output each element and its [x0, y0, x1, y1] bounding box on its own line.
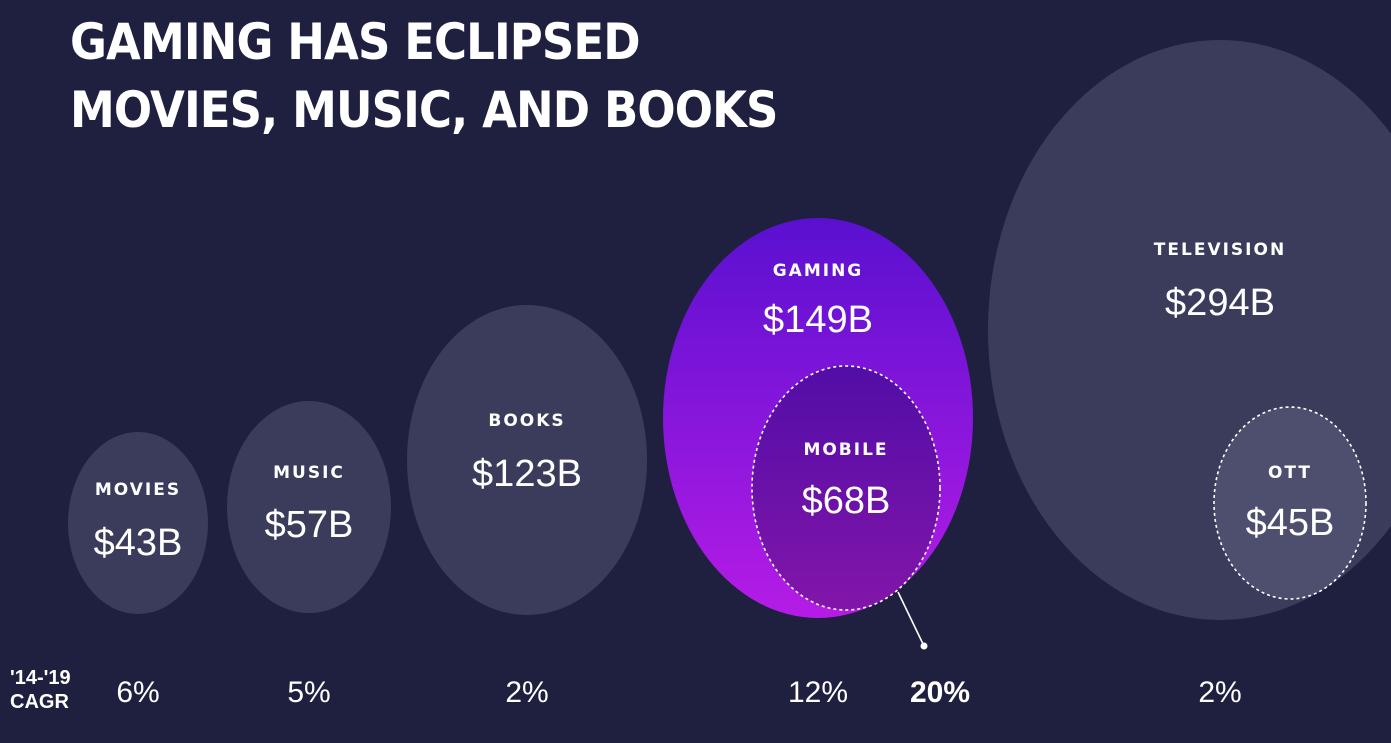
ott-category-label: OTT — [1268, 463, 1312, 483]
movies-cagr-value: 6% — [116, 676, 159, 709]
title-line-1: GAMING HAS ECLIPSED — [70, 13, 641, 71]
cagr-label-years: '14-'19 — [10, 667, 71, 689]
mobile-value-label: $68B — [802, 480, 891, 522]
title-line-2: MOVIES, MUSIC, AND BOOKS — [70, 81, 778, 139]
mobile-cagr-value: 20% — [910, 676, 970, 709]
gaming-category-label: GAMING — [773, 261, 864, 281]
music-value-label: $57B — [265, 504, 354, 546]
mobile-callout-line — [897, 591, 925, 647]
cagr-label-text: CAGR — [10, 691, 69, 713]
television-category-label: TELEVISION — [1154, 240, 1286, 260]
movies-value-label: $43B — [94, 522, 183, 564]
gaming-value-label: $149B — [763, 299, 873, 341]
television-value-label: $294B — [1165, 282, 1275, 324]
books-bubble — [407, 305, 647, 615]
books-category-label: BOOKS — [488, 411, 565, 431]
movies-category-label: MOVIES — [95, 480, 181, 500]
ott-value-label: $45B — [1246, 502, 1335, 544]
mobile-callout-dot — [920, 642, 928, 650]
movies-bubble — [68, 432, 208, 614]
television-cagr-value: 2% — [1198, 676, 1241, 709]
mobile-category-label: MOBILE — [803, 440, 888, 460]
books-cagr-value: 2% — [505, 676, 548, 709]
music-category-label: MUSIC — [273, 463, 345, 483]
ott-bubble — [1213, 406, 1367, 600]
music-bubble — [227, 401, 391, 613]
music-cagr-value: 5% — [287, 676, 330, 709]
mobile-bubble — [751, 365, 941, 611]
gaming-cagr-value: 12% — [788, 676, 848, 709]
cagr-row-label: '14-'19 CAGR — [10, 666, 90, 714]
books-value-label: $123B — [472, 453, 582, 495]
